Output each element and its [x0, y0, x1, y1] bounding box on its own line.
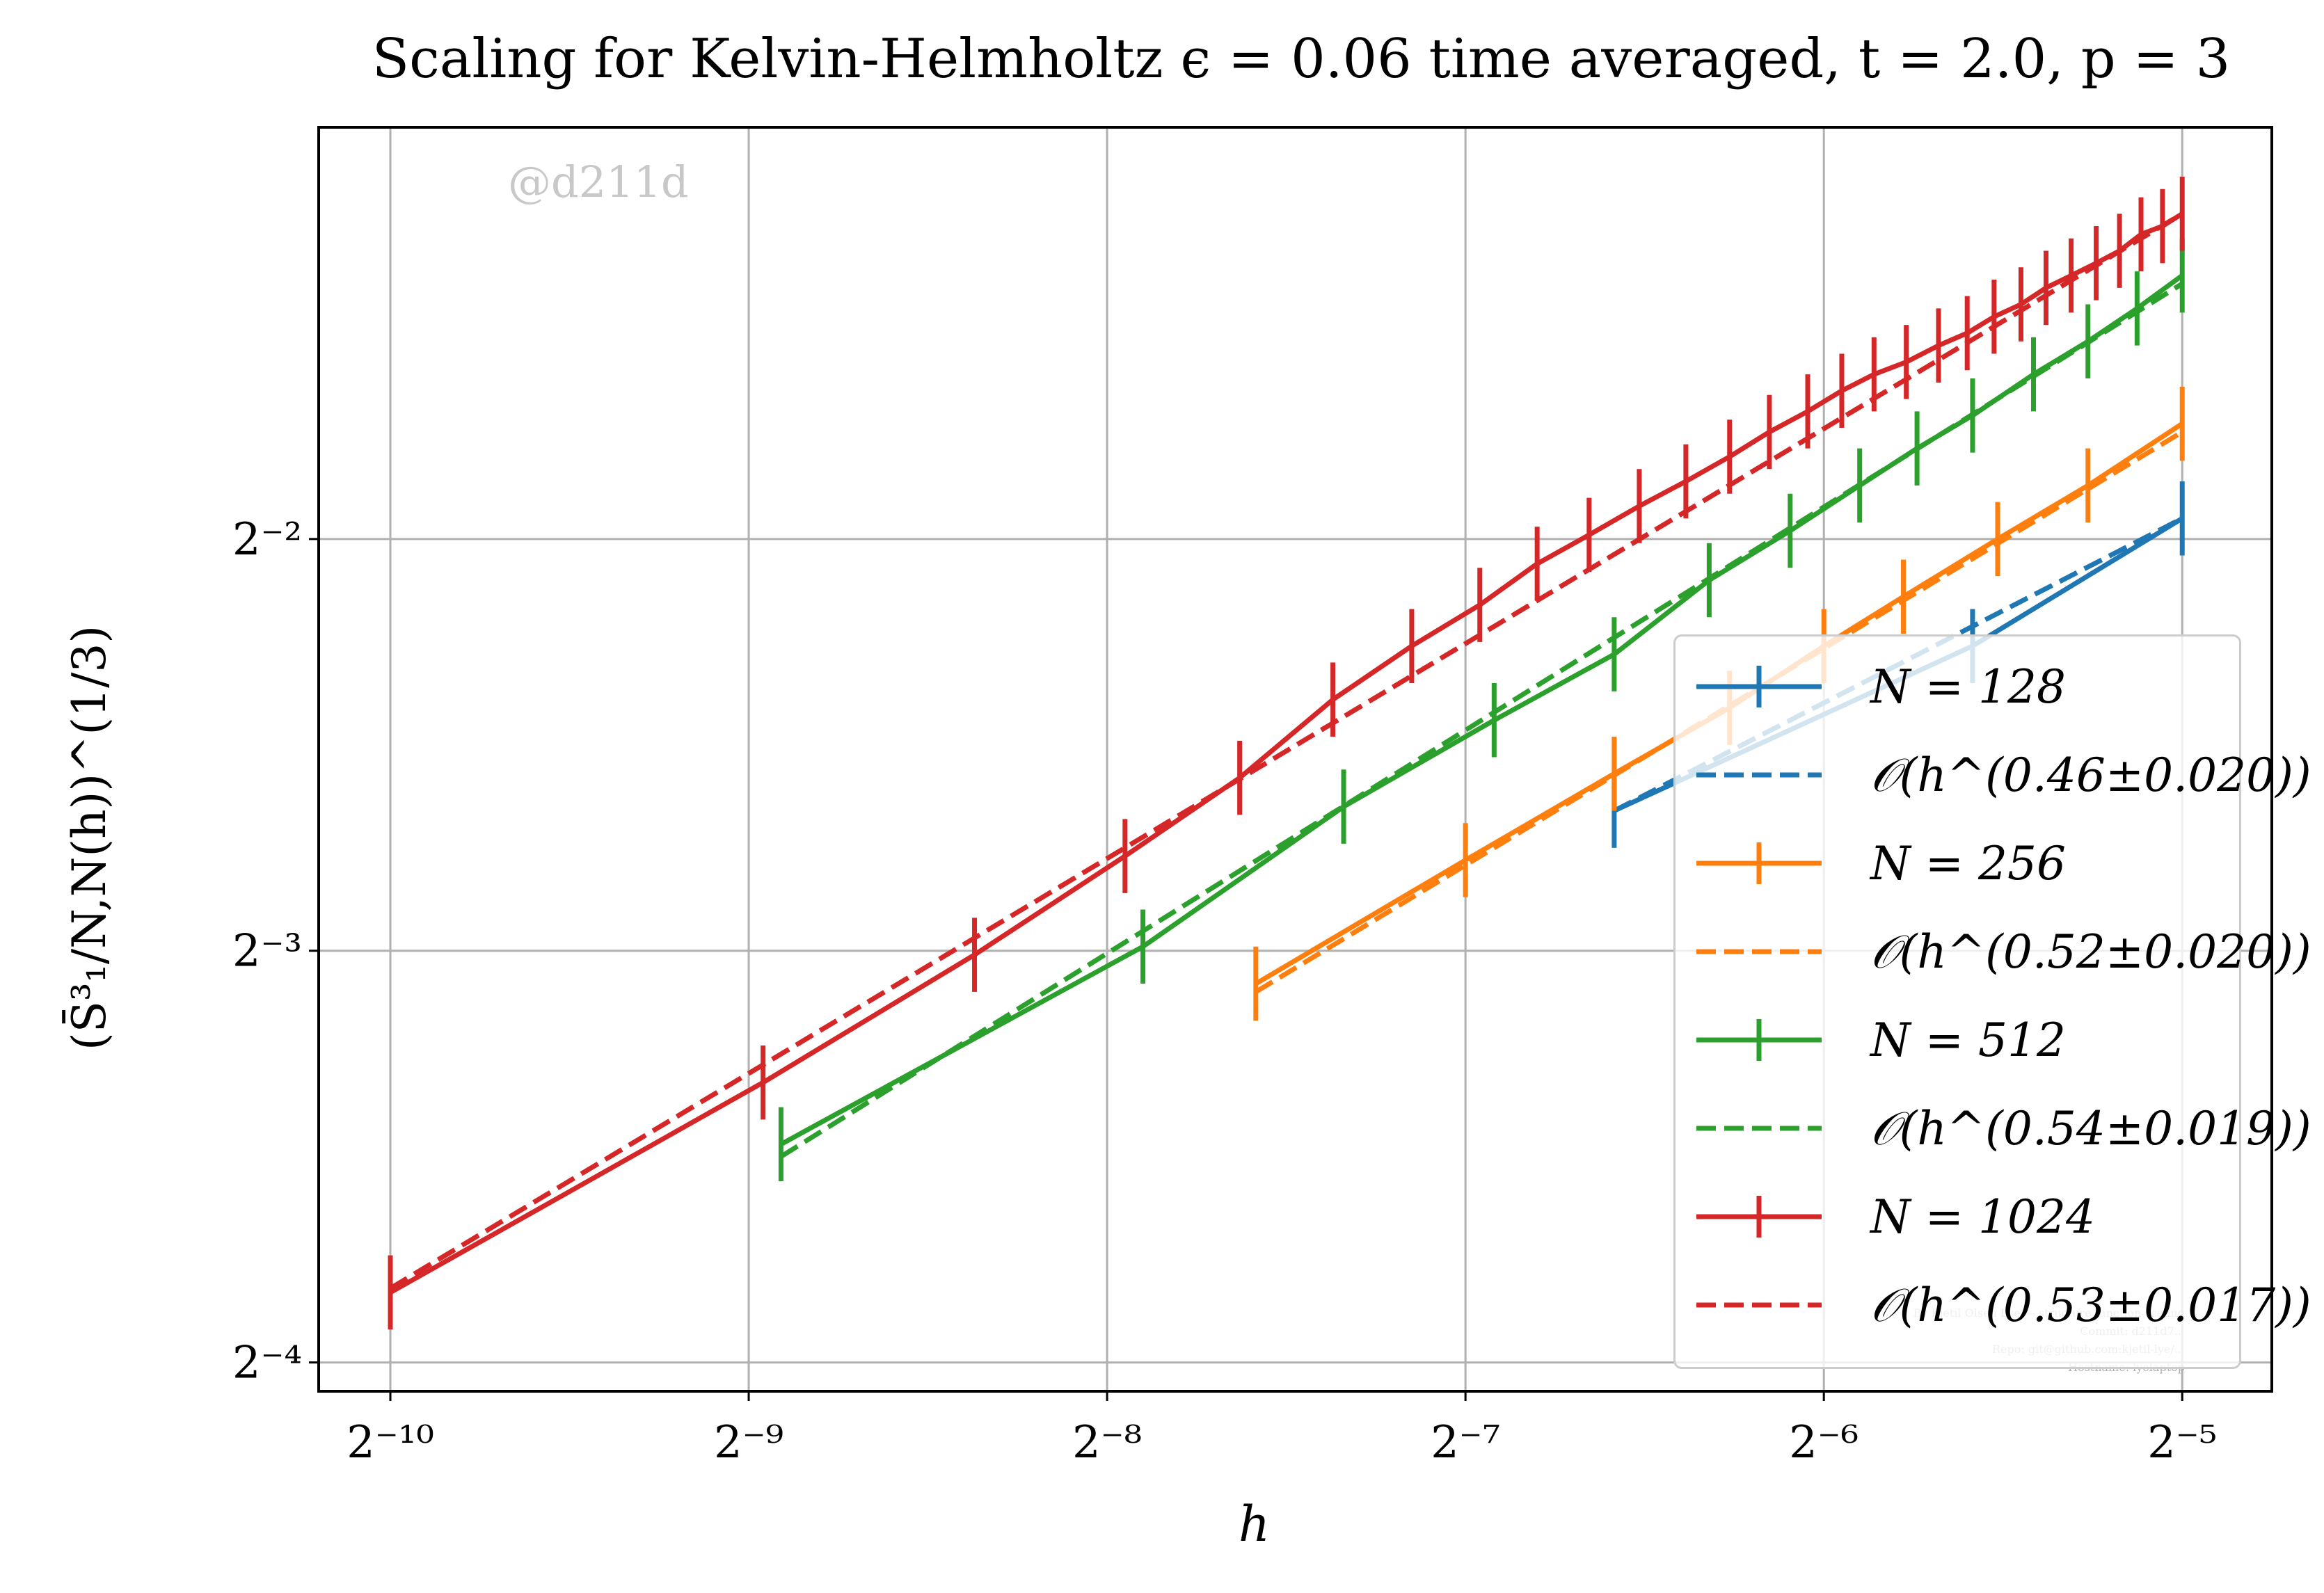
- legend-entry: N = 128: [1689, 645, 2232, 728]
- y-axis-label: (S̄³₁/N,N(h))^(1/3): [63, 625, 116, 1050]
- legend-label: 𝒪(h^(0.46±0.020)): [1870, 749, 2311, 802]
- legend-entry: 𝒪(h^(0.46±0.020)): [1689, 733, 2311, 817]
- legend-entry: 𝒪(h^(0.52±0.020)): [1689, 910, 2311, 993]
- x-tick-label: 2⁻¹⁰: [347, 1417, 434, 1468]
- legend-entry: 𝒪(h^(0.53±0.017)): [1689, 1263, 2311, 1347]
- legend-swatch: [1696, 1126, 1822, 1131]
- x-tick-label: 2⁻⁷: [1431, 1417, 1500, 1468]
- x-axis-label: h: [1239, 1496, 1271, 1553]
- x-tick-label: 2⁻⁹: [714, 1417, 783, 1468]
- legend-swatch: [1696, 1302, 1822, 1308]
- x-tick-label: 2⁻⁵: [2147, 1417, 2217, 1468]
- y-tick-label: 2⁻³: [232, 926, 302, 977]
- legend-label: 𝒪(h^(0.53±0.017)): [1870, 1279, 2311, 1332]
- legend-swatch: [1696, 949, 1822, 954]
- legend-swatch: [1696, 1196, 1822, 1238]
- watermark-label: @d211d: [508, 157, 689, 207]
- legend-swatch: [1696, 1019, 1822, 1061]
- legend-entry: N = 256: [1689, 822, 2232, 905]
- y-tick-label: 2⁻²: [232, 514, 302, 566]
- legend: N = 128 𝒪(h^(0.46±0.020)) N = 256 𝒪(h^(0.52…: [1673, 634, 2311, 1369]
- legend-swatch: [1696, 842, 1822, 884]
- legend-label: N = 512: [1870, 1014, 2066, 1067]
- axes-frame: [317, 126, 2273, 1393]
- fit-line: [779, 281, 2184, 1159]
- legend-entry: N = 1024: [1689, 1175, 2232, 1258]
- y-tick-label: 2⁻⁴: [232, 1338, 302, 1389]
- legend-swatch: [1696, 772, 1822, 778]
- legend-entry: 𝒪(h^(0.54±0.019)): [1689, 1087, 2311, 1170]
- axis-ticks: 2⁻¹⁰ 2⁻⁹ 2⁻⁸ 2⁻⁷ 2⁻⁶ 2⁻⁵ 2⁻⁴ 2⁻³ 2⁻²: [232, 514, 2217, 1468]
- fit-line: [389, 211, 2184, 1291]
- x-tick-label: 2⁻⁸: [1072, 1417, 1142, 1468]
- legend-entry: N = 512: [1689, 998, 2232, 1082]
- x-tick-label: 2⁻⁶: [1789, 1417, 1859, 1468]
- legend-label: N = 256: [1870, 837, 2066, 890]
- legend-label: 𝒪(h^(0.54±0.019)): [1870, 1102, 2311, 1155]
- legend-label: N = 1024: [1870, 1190, 2095, 1244]
- chart-title: Scaling for Kelvin-Helmholtz ϵ = 0.06 ti…: [372, 28, 2231, 90]
- legend-label: N = 128: [1870, 660, 2066, 714]
- legend-swatch: [1696, 666, 1822, 707]
- legend-label: 𝒪(h^(0.52±0.020)): [1870, 925, 2311, 979]
